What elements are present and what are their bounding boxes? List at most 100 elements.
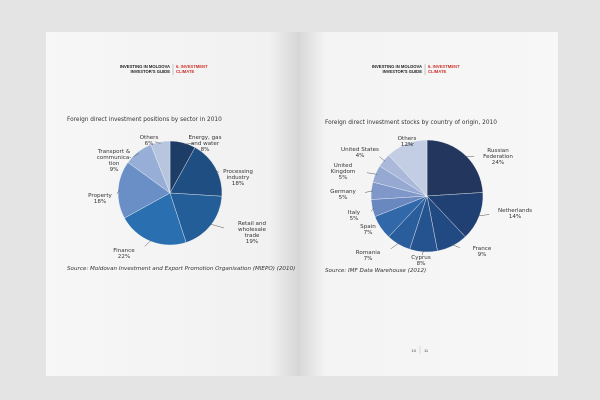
slice-label-text: Others: [140, 135, 159, 141]
slice-label-text: trade: [245, 233, 260, 239]
pie-slice: [169, 147, 223, 197]
slice-percent: 8%: [201, 147, 210, 153]
leader-line: [422, 250, 424, 256]
slice-percent: 4%: [356, 153, 365, 159]
slice-label-text: Property: [88, 193, 112, 199]
slice-percent: 22%: [118, 254, 130, 260]
pie-slice: [117, 162, 171, 219]
slice-label-text: and water: [191, 141, 220, 147]
chart-source-sector: Source: Moldovan Investment and Export P…: [67, 266, 295, 272]
slice-label-text: Federation: [483, 154, 513, 160]
leader-line: [116, 189, 120, 195]
slice-percent: 6%: [145, 141, 154, 147]
slice-label-text: United States: [341, 147, 379, 153]
page-number-left: 10: [412, 348, 417, 353]
leader-line: [144, 239, 152, 247]
slice-label: France 9%: [473, 246, 492, 258]
slice-label: United Kingdom 5%: [331, 163, 356, 181]
header-section: 6. INVESTMENT: [176, 64, 208, 69]
leader-line: [406, 143, 415, 146]
slice-percent: 5%: [350, 216, 359, 222]
slice-label: Retail and wholesale trade 19%: [238, 221, 267, 245]
slice-label: Property 18%: [88, 193, 112, 205]
slice-percent: 7%: [364, 230, 373, 236]
slice-label-text: industry: [227, 175, 251, 181]
pie-slice: [150, 140, 171, 194]
slice-label-text: Kingdom: [331, 169, 356, 175]
slice-label: Romania 7%: [356, 250, 380, 262]
slice-percent: 24%: [492, 160, 504, 166]
slice-label-text: wholesale: [238, 227, 266, 233]
slice-label: Spain 7%: [360, 224, 376, 236]
leader-line: [133, 152, 140, 157]
leader-line: [370, 207, 375, 212]
header-section-2: CLIMATE: [176, 69, 195, 74]
slice-percent: 12%: [401, 142, 413, 148]
right-header: INVESTING IN MOLDOVA INVESTOR'S GUIDE 6.…: [372, 64, 460, 75]
leader-line: [214, 168, 220, 174]
leader-line: [367, 172, 378, 175]
slice-label-text: Retail and: [238, 221, 267, 227]
slice-label-text: Italy: [348, 210, 361, 216]
slice-percent: 14%: [509, 214, 521, 220]
slice-label: Finance 22%: [113, 248, 135, 260]
slice-label: Netherlands 14%: [498, 208, 532, 220]
slice-label: Cyprus 8%: [411, 255, 431, 267]
slice-label: Transport & communica-tion 9%: [97, 149, 132, 173]
leader-line: [379, 156, 386, 162]
slice-percent: 18%: [232, 181, 244, 187]
slice-label: Others 12%: [398, 136, 417, 148]
left-header: INVESTING IN MOLDOVA INVESTOR'S GUIDE 6.…: [120, 64, 208, 75]
slice-percent: 5%: [339, 195, 348, 201]
slice-label-text: Energy, gas: [188, 135, 221, 141]
leader-line: [477, 214, 490, 217]
slice-label-text: United: [334, 163, 353, 169]
slice-label-text: Others: [398, 136, 417, 142]
slice-label-text: Netherlands: [498, 208, 532, 214]
header-title: INVESTING IN MOLDOVA: [120, 64, 170, 69]
slice-label: Russian Federation 24%: [483, 148, 513, 166]
chart-title-country: Foreign direct investment stocks by coun…: [325, 120, 497, 126]
slice-label-text: Spain: [360, 224, 376, 230]
slice-label-text: Germany: [330, 189, 356, 195]
slice-label-text: communica-: [97, 155, 132, 161]
slice-label: Italy 5%: [348, 210, 361, 222]
leader-line: [154, 141, 161, 144]
slice-percent: 8%: [417, 261, 426, 267]
slice-label: Energy, gas and water 8%: [188, 135, 221, 153]
slice-label-text: Processing: [223, 169, 253, 175]
pie-slice: [124, 192, 187, 246]
pie-slice: [426, 139, 484, 197]
page-number-right: 11: [424, 348, 429, 353]
slice-label-text: tion: [109, 161, 120, 167]
chart-source-country: Source: IMF Data Warehouse (2012): [325, 268, 426, 274]
slice-percent: 5%: [339, 175, 348, 181]
leader-line: [209, 223, 224, 229]
slice-label-text: Finance: [113, 248, 135, 254]
pie-chart-sector: Energy, gas and water 8%Processing industry…: [88, 135, 266, 260]
leader-line: [451, 244, 460, 248]
header-subtitle: INVESTOR'S GUIDE: [382, 69, 422, 74]
slice-percent: 9%: [110, 167, 119, 173]
slice-percent: 9%: [478, 252, 487, 258]
slice-label: Processing industry 18%: [223, 169, 253, 187]
pie-chart-country: Russian Federation 24% Netherlands 14% France…: [330, 136, 532, 267]
slice-percent: 7%: [364, 256, 373, 262]
slice-label-text: Romania: [356, 250, 380, 256]
slice-label-text: Cyprus: [411, 255, 431, 261]
chart-title-sector: Foreign direct investment positions by s…: [67, 117, 222, 123]
header-subtitle: INVESTOR'S GUIDE: [130, 69, 170, 74]
slice-label: United States 4%: [341, 147, 379, 159]
header-title: INVESTING IN MOLDOVA: [372, 64, 422, 69]
header-section: 6. INVESTMENT: [428, 64, 460, 69]
slice-label-text: Russian: [487, 148, 509, 154]
slice-label-text: Transport &: [97, 149, 131, 155]
pie-slice: [388, 139, 428, 197]
slice-label-text: France: [473, 246, 492, 252]
slice-label: Others 6%: [140, 135, 159, 147]
pie-slice: [169, 192, 223, 243]
slice-percent: 18%: [94, 199, 106, 205]
leader-line: [390, 242, 400, 250]
slice-label: Germany 5%: [330, 189, 356, 201]
